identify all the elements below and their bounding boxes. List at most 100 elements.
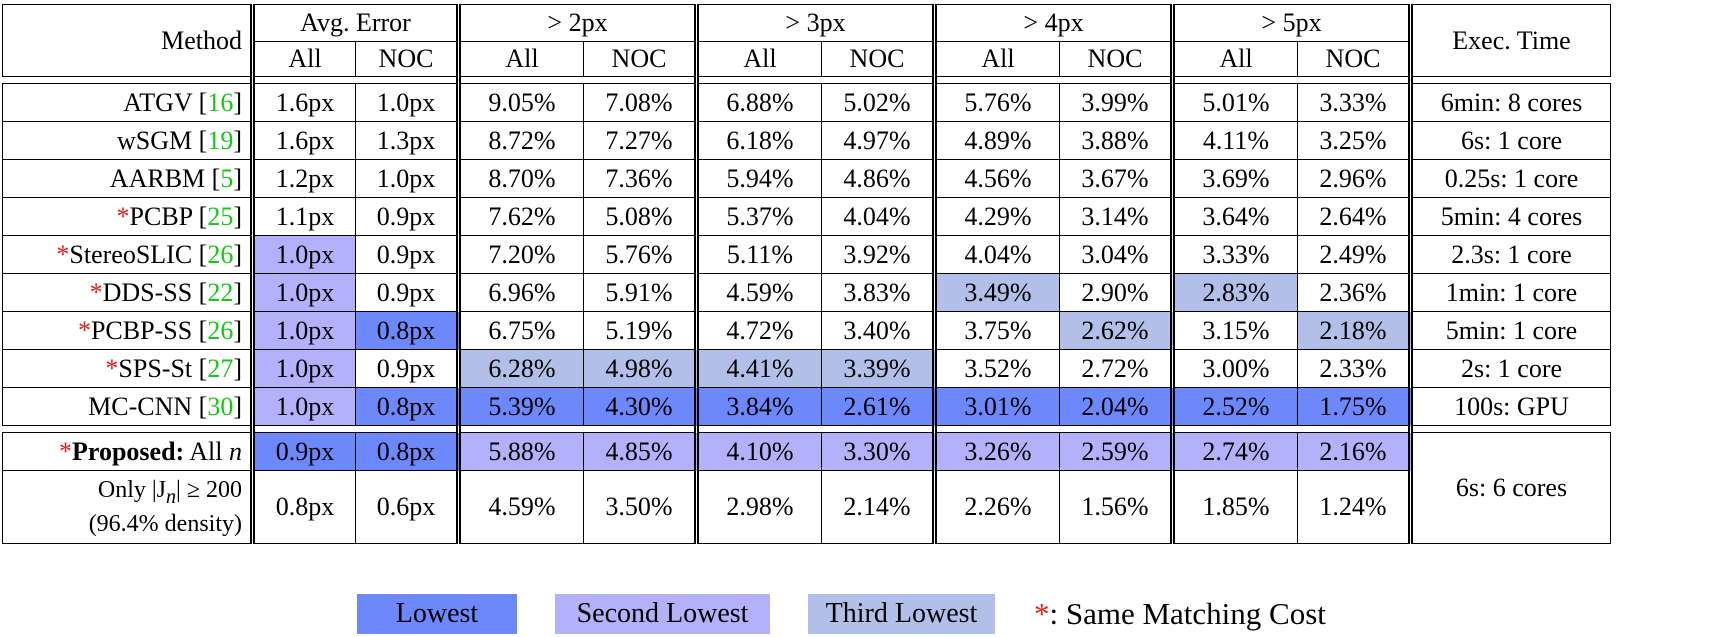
value-cell: 7.20% xyxy=(456,235,584,274)
star-marker: * xyxy=(105,353,119,383)
exec-time-cell: 0.25s: 1 core xyxy=(1408,159,1611,198)
value-cell: 0.8px xyxy=(355,387,459,426)
subheader-all: All xyxy=(1170,41,1298,77)
star-marker: * xyxy=(77,315,91,345)
value-cell: 1.85% xyxy=(1170,470,1298,544)
method-name: AARBM [5] xyxy=(2,159,253,198)
gap-cell xyxy=(3,77,253,84)
value-cell: 5.02% xyxy=(821,83,935,122)
value-cell: 5.11% xyxy=(694,235,822,274)
header-row-subcols: All NOC All NOC All NOC All NOC All NOC xyxy=(3,41,1611,77)
only-row: Only |Jn| ≥ 200 (96.4% density) 0.8px 0.6px… xyxy=(2,470,1611,544)
header-row-groups: Method Avg. Error > 2px > 3px > 4px > 5p… xyxy=(2,4,1611,77)
method-name: MC-CNN [30] xyxy=(2,387,253,426)
value-cell: 6.75% xyxy=(456,311,584,350)
value-cell: 1.75% xyxy=(1297,387,1411,426)
value-cell: 5.76% xyxy=(583,235,697,274)
star-marker: * xyxy=(56,239,70,269)
value-cell: 6.28% xyxy=(456,349,584,388)
value-cell: 1.3px xyxy=(355,121,459,160)
subheader-all: All xyxy=(694,41,822,77)
gap-cell xyxy=(3,426,253,433)
subheader-noc: NOC xyxy=(821,41,935,77)
value-cell: 3.92% xyxy=(821,235,935,274)
value-cell: 3.84% xyxy=(694,387,822,426)
gap-cell xyxy=(250,76,356,84)
section-gap xyxy=(3,425,1611,433)
value-cell: 6.18% xyxy=(694,121,822,160)
method-name: *SPS-St [27] xyxy=(2,349,253,388)
gap-cell xyxy=(456,76,584,84)
value-cell: 2.83% xyxy=(1170,273,1298,312)
gap-cell xyxy=(1060,77,1173,84)
value-cell: 5.39% xyxy=(456,387,584,426)
method-label: StereoSLIC xyxy=(69,239,199,269)
value-cell: 1.6px xyxy=(250,121,356,160)
table-row: MC-CNN [30] 1.0px 0.8px 5.39% 4.30% 3.84% 2.61… xyxy=(2,387,1611,426)
gap-cell xyxy=(356,426,459,433)
proposed-var: n xyxy=(229,436,242,466)
legend-lowest: Lowest xyxy=(357,594,517,634)
value-cell: 5.94% xyxy=(694,159,822,198)
value-cell: 2.59% xyxy=(1059,432,1173,471)
value-cell: 0.8px xyxy=(250,470,356,544)
group-header-3px: > 3px xyxy=(694,4,935,42)
value-cell: 2.26% xyxy=(932,470,1060,544)
gap-cell xyxy=(932,76,1060,84)
value-cell: 3.50% xyxy=(583,470,697,544)
value-cell: 0.9px xyxy=(355,349,459,388)
value-cell: 4.30% xyxy=(583,387,697,426)
value-cell: 4.11% xyxy=(1170,121,1298,160)
citation-ref: 5 xyxy=(220,163,234,193)
value-cell: 0.9px xyxy=(355,197,459,236)
gap-cell xyxy=(1060,426,1173,433)
value-cell: 6.88% xyxy=(694,83,822,122)
value-cell: 0.8px xyxy=(355,432,459,471)
value-cell: 3.69% xyxy=(1170,159,1298,198)
subheader-all: All xyxy=(932,41,1060,77)
method-label: AARBM xyxy=(109,163,212,193)
value-cell: 4.98% xyxy=(583,349,697,388)
exec-time-cell: 100s: GPU xyxy=(1408,387,1611,426)
table-row: *StereoSLIC [26] 1.0px 0.9px 7.20% 5.76% 5.11… xyxy=(2,235,1611,274)
value-cell: 2.72% xyxy=(1059,349,1173,388)
gap-cell xyxy=(1298,426,1411,433)
method-name: *DDS-SS [22] xyxy=(2,273,253,312)
value-cell: 2.74% xyxy=(1170,432,1298,471)
method-name: *PCBP-SS [26] xyxy=(2,311,253,350)
star-marker: * xyxy=(116,201,130,231)
value-cell: 2.90% xyxy=(1059,273,1173,312)
proposed-row: *Proposed: All n 0.9px 0.8px 5.88% 4.85% 4.10… xyxy=(2,432,1611,544)
value-cell: 5.37% xyxy=(694,197,822,236)
value-cell: 1.1px xyxy=(250,197,356,236)
method-label: PCBP-SS xyxy=(90,315,199,345)
only-condition: Only |Jn| ≥ 200 xyxy=(3,476,242,511)
value-cell: 6.96% xyxy=(456,273,584,312)
value-cell: 1.0px xyxy=(250,349,356,388)
value-cell: 3.14% xyxy=(1059,197,1173,236)
value-cell: 8.72% xyxy=(456,121,584,160)
value-cell: 9.05% xyxy=(456,83,584,122)
method-name-proposed: *Proposed: All n xyxy=(2,432,253,471)
gap-cell xyxy=(456,425,584,433)
exec-time-cell: 6min: 8 cores xyxy=(1408,83,1611,122)
exec-time-cell: 5min: 4 cores xyxy=(1408,197,1611,236)
legend-same-matching-cost: *: Same Matching Cost xyxy=(1034,594,1374,634)
exec-time-cell: 2.3s: 1 core xyxy=(1408,235,1611,274)
citation-ref: 16 xyxy=(207,87,234,117)
value-cell: 4.59% xyxy=(694,273,822,312)
gap-cell xyxy=(584,426,697,433)
value-cell: 0.9px xyxy=(250,432,356,471)
only-text: Only |J xyxy=(97,476,167,503)
value-cell: 2.52% xyxy=(1170,387,1298,426)
value-cell: 0.9px xyxy=(355,273,459,312)
exec-time-cell: 6s: 1 core xyxy=(1408,121,1611,160)
value-cell: 2.98% xyxy=(694,470,822,544)
value-cell: 2.61% xyxy=(821,387,935,426)
exec-time-cell: 6s: 6 cores xyxy=(1408,432,1611,544)
value-cell: 1.2px xyxy=(250,159,356,198)
method-label: wSGM xyxy=(117,125,199,155)
value-cell: 3.01% xyxy=(932,387,1060,426)
value-cell: 3.75% xyxy=(932,311,1060,350)
method-name: *StereoSLIC [26] xyxy=(2,235,253,274)
